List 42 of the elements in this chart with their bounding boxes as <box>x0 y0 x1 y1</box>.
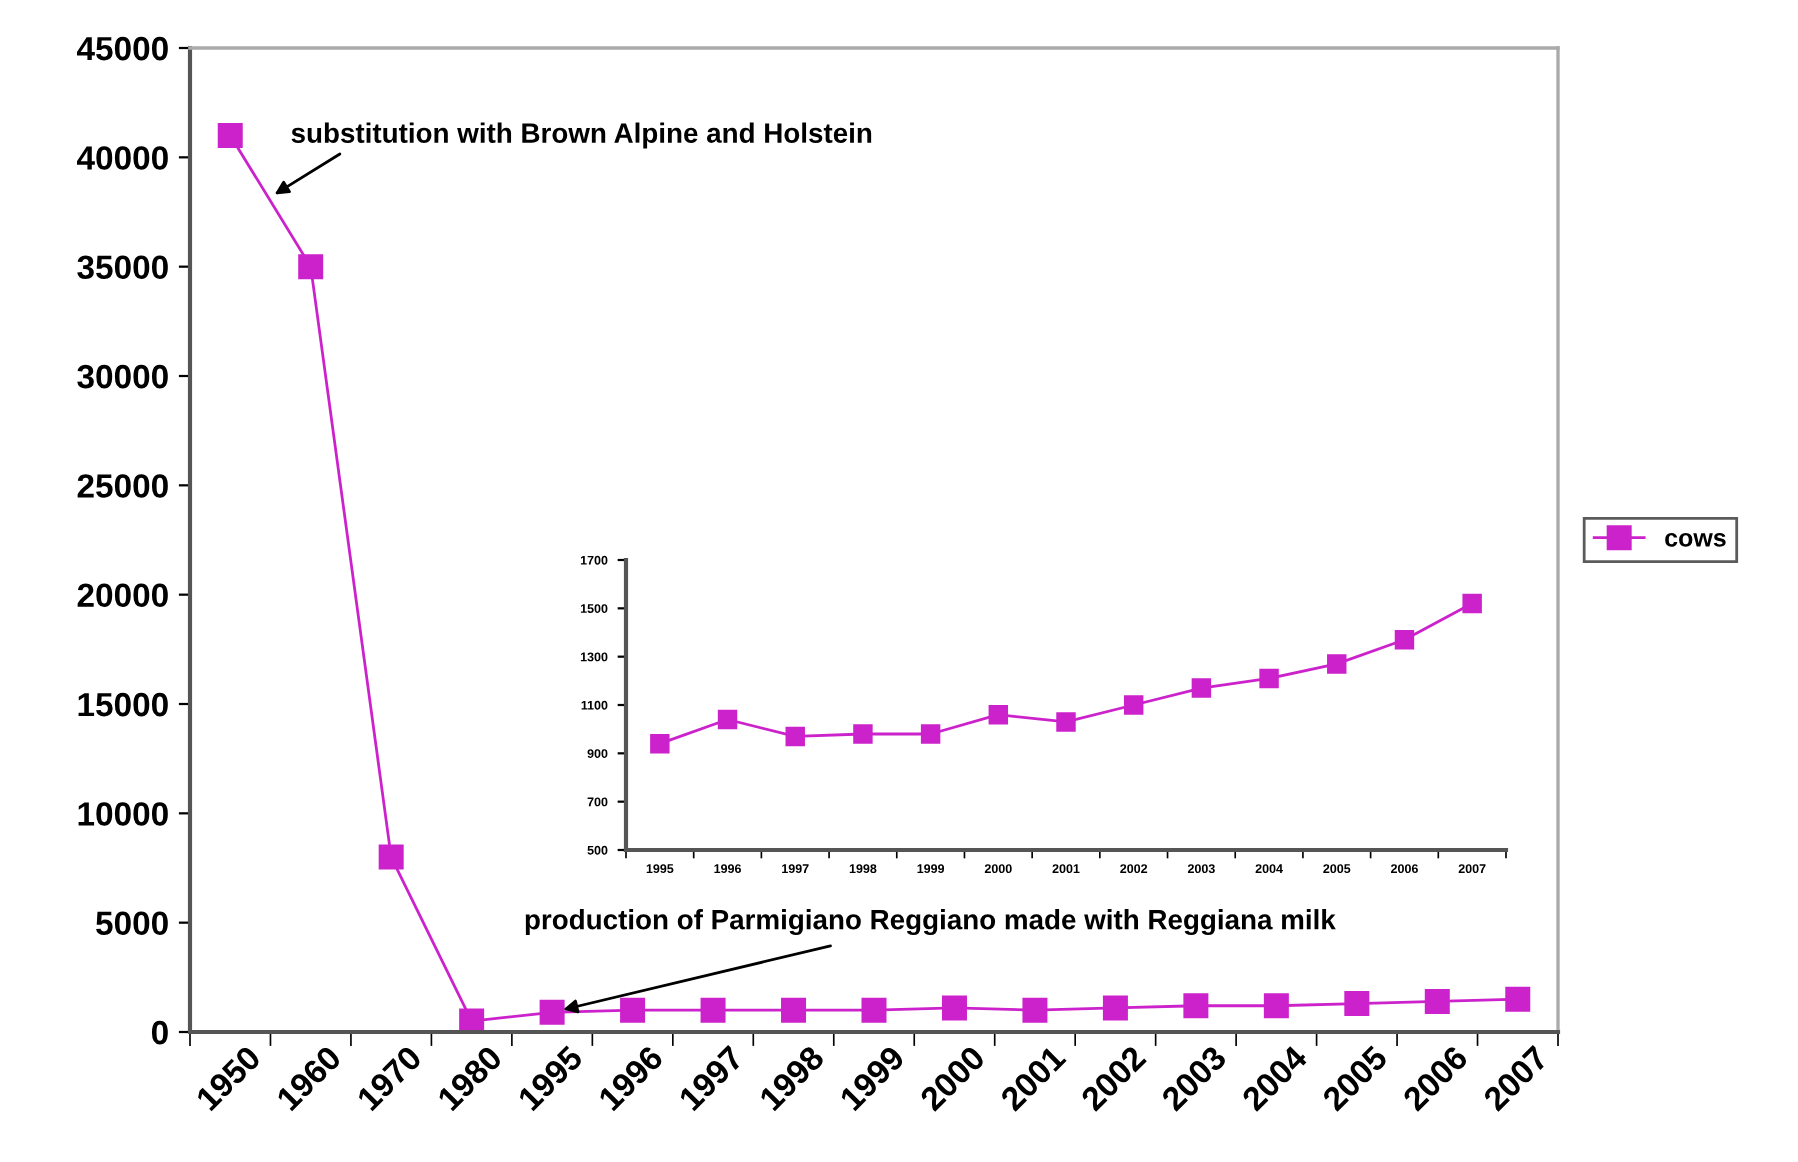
point <box>988 704 1009 725</box>
point <box>785 726 805 747</box>
point <box>1056 712 1076 732</box>
point <box>1022 997 1048 1023</box>
point <box>1102 995 1128 1021</box>
point <box>217 122 243 148</box>
y-tick-label: 20000 <box>77 583 168 608</box>
legend-label: cows <box>1665 533 1726 547</box>
point <box>620 997 646 1023</box>
point <box>920 724 941 744</box>
y-tick-label: 5000 <box>96 911 168 936</box>
point <box>378 844 404 870</box>
point <box>1183 993 1209 1019</box>
point <box>941 995 967 1021</box>
point <box>861 997 887 1023</box>
y-tick-label: 15000 <box>78 692 168 717</box>
point <box>1259 668 1279 689</box>
point <box>539 999 565 1025</box>
point <box>1344 991 1370 1017</box>
y-tick-label: 25000 <box>77 474 168 498</box>
point <box>1123 695 1144 715</box>
y-tick-label: 35000 <box>77 255 168 280</box>
point <box>853 724 873 744</box>
point <box>781 997 807 1023</box>
point <box>717 709 738 730</box>
y-tick-label: 0 <box>151 1020 168 1045</box>
point <box>1191 678 1212 698</box>
point <box>700 997 726 1023</box>
point <box>1263 993 1289 1019</box>
point <box>1424 988 1450 1014</box>
y-tick-label: 10000 <box>78 802 168 826</box>
y-tick-label: 40000 <box>76 146 168 170</box>
point <box>1505 986 1531 1012</box>
y-tick-label: 30000 <box>77 364 168 389</box>
y-tick-label: 45000 <box>76 36 168 61</box>
annotation: production of Parmigiano Reggiano made with Reggiana milk <box>525 909 1336 936</box>
point <box>1462 593 1482 614</box>
point <box>650 733 670 754</box>
point <box>1394 630 1415 650</box>
point <box>1327 654 1347 674</box>
annotation: substitution with Brown Alpine and Holstein <box>291 122 872 149</box>
point <box>298 254 324 280</box>
